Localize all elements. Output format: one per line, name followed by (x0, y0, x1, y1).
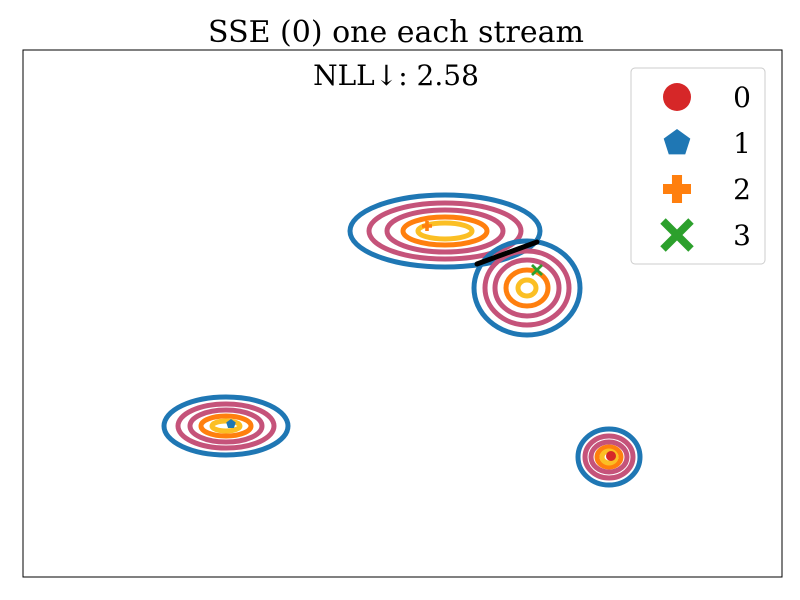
nll-annotation: NLL↓: 2.58 (313, 59, 479, 92)
contour-cluster-1-level-0 (471, 238, 583, 338)
legend: 0 1 2 3 (630, 67, 766, 265)
contour-cluster-3-level-0 (575, 426, 643, 488)
legend-marker-2 (663, 175, 691, 203)
stream-connector (474, 239, 540, 267)
point-series-2-0 (422, 221, 432, 231)
contour-cluster-2-level-0 (161, 394, 291, 458)
legend-label-1: 1 (733, 127, 751, 160)
contour-cluster-2-level-4 (209, 418, 243, 434)
contour-cluster-0-level-1 (366, 200, 524, 262)
contour-cluster-2-level-2 (187, 407, 265, 445)
legend-label-0: 0 (733, 81, 751, 114)
contour-cluster-0-level-0 (347, 192, 543, 270)
point-series-1-0 (226, 419, 236, 429)
contour-cluster-2-level-1 (175, 401, 277, 451)
point-series-0-0 (606, 451, 616, 461)
contour-cluster-2-level-3 (198, 413, 254, 439)
contour-cluster-1-level-4 (515, 277, 539, 299)
contour-cluster-0-level-2 (384, 207, 506, 255)
contour-layer (161, 192, 643, 488)
legend-marker-3 (660, 218, 694, 252)
legend-frame (630, 67, 766, 265)
legend-marker-1 (663, 129, 691, 155)
legend-label-3: 3 (733, 219, 751, 252)
contour-cluster-0-level-4 (415, 220, 475, 242)
points-layer (226, 221, 616, 461)
chart-title: SSE (0) one each stream (208, 15, 584, 50)
legend-marker-0 (663, 83, 691, 111)
contour-cluster-3-level-1 (582, 433, 636, 481)
connector-layer (474, 239, 540, 267)
contour-cluster-3-level-3 (594, 444, 624, 470)
legend-label-2: 2 (733, 173, 751, 206)
contour-cluster-3-level-4 (599, 448, 619, 466)
contour-cluster-0-level-3 (400, 214, 490, 248)
contour-cluster-3-level-2 (588, 439, 630, 475)
point-series-3-0 (531, 264, 543, 276)
contour-cluster-1-level-3 (503, 267, 551, 309)
contour-cluster-1-level-2 (492, 257, 562, 319)
contour-cluster-1-level-1 (482, 248, 572, 328)
